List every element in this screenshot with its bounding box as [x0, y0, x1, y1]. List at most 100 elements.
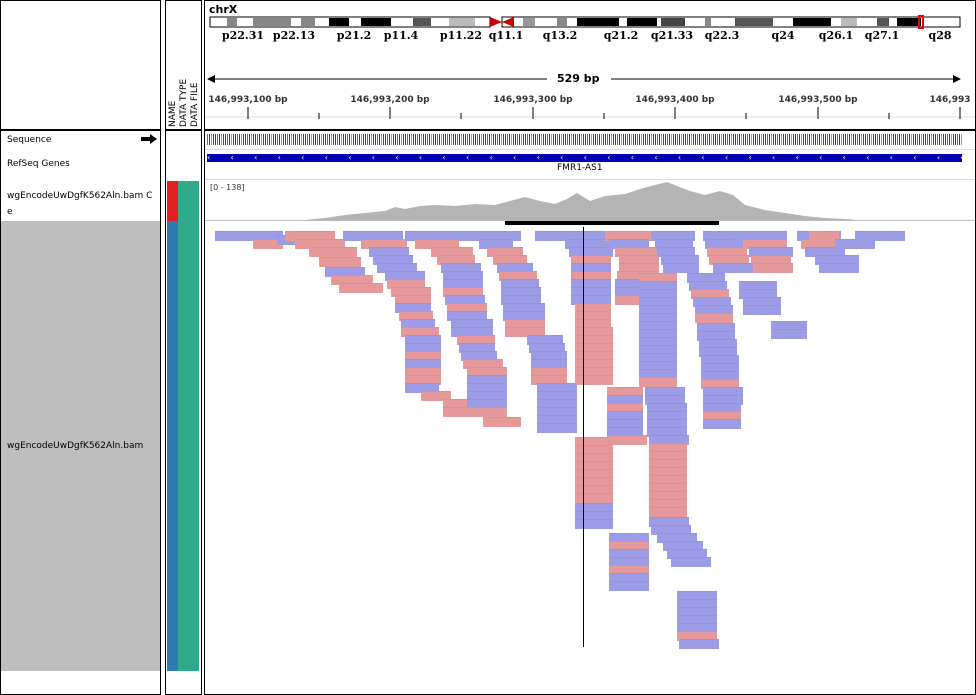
read[interactable]	[537, 383, 577, 393]
read[interactable]	[531, 375, 567, 385]
read[interactable]	[467, 391, 507, 401]
read[interactable]	[537, 415, 577, 425]
read[interactable]	[415, 239, 459, 249]
read[interactable]	[535, 231, 605, 241]
read[interactable]	[647, 403, 687, 413]
read[interactable]	[571, 255, 611, 265]
read[interactable]	[399, 311, 433, 321]
read[interactable]	[619, 263, 659, 273]
read[interactable]	[615, 247, 657, 257]
read[interactable]	[733, 231, 787, 241]
read[interactable]	[441, 263, 481, 273]
read[interactable]	[483, 417, 521, 427]
read[interactable]	[645, 395, 685, 405]
read[interactable]	[701, 363, 739, 373]
read[interactable]	[645, 387, 685, 397]
read[interactable]	[615, 287, 653, 297]
read[interactable]	[617, 271, 657, 281]
read[interactable]	[749, 247, 793, 257]
read[interactable]	[693, 297, 731, 307]
read[interactable]	[703, 403, 741, 413]
read[interactable]	[325, 267, 365, 277]
read[interactable]	[649, 451, 687, 461]
read[interactable]	[663, 263, 699, 273]
read[interactable]	[501, 295, 541, 305]
read[interactable]	[493, 255, 527, 265]
read[interactable]	[575, 461, 613, 471]
read[interactable]	[377, 263, 417, 273]
read[interactable]	[451, 319, 493, 329]
read[interactable]	[609, 541, 649, 551]
read[interactable]	[571, 279, 611, 289]
attr-file-cell[interactable]	[188, 221, 199, 671]
data-panel[interactable]: ‹ ‹ ‹ ‹ ‹ ‹ ‹ ‹ ‹ ‹ ‹ ‹ ‹ ‹ ‹ ‹ ‹ ‹ ‹ ‹ …	[204, 130, 976, 695]
read[interactable]	[575, 343, 613, 353]
read[interactable]	[677, 591, 717, 601]
read[interactable]	[607, 427, 643, 437]
read[interactable]	[501, 287, 541, 297]
read[interactable]	[405, 231, 469, 241]
read[interactable]	[459, 343, 495, 353]
read[interactable]	[343, 231, 403, 241]
read[interactable]	[395, 303, 431, 313]
gene-feature[interactable]	[207, 154, 962, 162]
read[interactable]	[531, 351, 567, 361]
read[interactable]	[649, 507, 687, 517]
read[interactable]	[691, 289, 729, 299]
read[interactable]	[501, 279, 539, 289]
read[interactable]	[405, 383, 439, 393]
read[interactable]	[387, 279, 425, 289]
read[interactable]	[677, 623, 717, 633]
read[interactable]	[743, 297, 781, 307]
read[interactable]	[527, 335, 563, 345]
attr-type-cell[interactable]	[178, 181, 188, 221]
read[interactable]	[457, 335, 495, 345]
read[interactable]	[649, 491, 687, 501]
read[interactable]	[657, 533, 697, 543]
read[interactable]	[701, 355, 739, 365]
track-name-coverage[interactable]: wgEncodeUwDgfK562Aln.bam C e	[7, 191, 153, 217]
read[interactable]	[431, 247, 473, 257]
read[interactable]	[395, 295, 431, 305]
read[interactable]	[753, 263, 793, 273]
read[interactable]	[575, 335, 613, 345]
read[interactable]	[855, 231, 889, 241]
read[interactable]	[605, 231, 651, 241]
read[interactable]	[437, 255, 475, 265]
read[interactable]	[677, 615, 717, 625]
read[interactable]	[679, 639, 719, 649]
read[interactable]	[703, 231, 743, 241]
read[interactable]	[607, 395, 643, 405]
attr-file-cell[interactable]	[188, 181, 199, 221]
read[interactable]	[701, 371, 739, 381]
read[interactable]	[339, 283, 383, 293]
read[interactable]	[575, 359, 613, 369]
read[interactable]	[575, 327, 613, 337]
read[interactable]	[649, 467, 687, 477]
read[interactable]	[575, 375, 613, 385]
read[interactable]	[575, 485, 613, 495]
read[interactable]	[461, 351, 497, 361]
read[interactable]	[571, 295, 611, 305]
read[interactable]	[531, 359, 567, 369]
read[interactable]	[703, 411, 741, 421]
read[interactable]	[743, 305, 781, 315]
read[interactable]	[695, 313, 733, 323]
read[interactable]	[443, 279, 483, 289]
sequence-track[interactable]	[207, 134, 962, 145]
read[interactable]	[703, 387, 743, 397]
read[interactable]	[705, 239, 745, 249]
read[interactable]	[331, 275, 373, 285]
read[interactable]	[253, 239, 283, 249]
read[interactable]	[639, 377, 677, 387]
read[interactable]	[699, 347, 737, 357]
read[interactable]	[537, 423, 577, 433]
read[interactable]	[537, 399, 577, 409]
read[interactable]	[385, 271, 425, 281]
coverage-histogram[interactable]	[205, 179, 975, 221]
read[interactable]	[689, 281, 727, 291]
read[interactable]	[655, 239, 693, 249]
read[interactable]	[615, 295, 653, 305]
read[interactable]	[639, 361, 677, 371]
read[interactable]	[405, 367, 441, 377]
